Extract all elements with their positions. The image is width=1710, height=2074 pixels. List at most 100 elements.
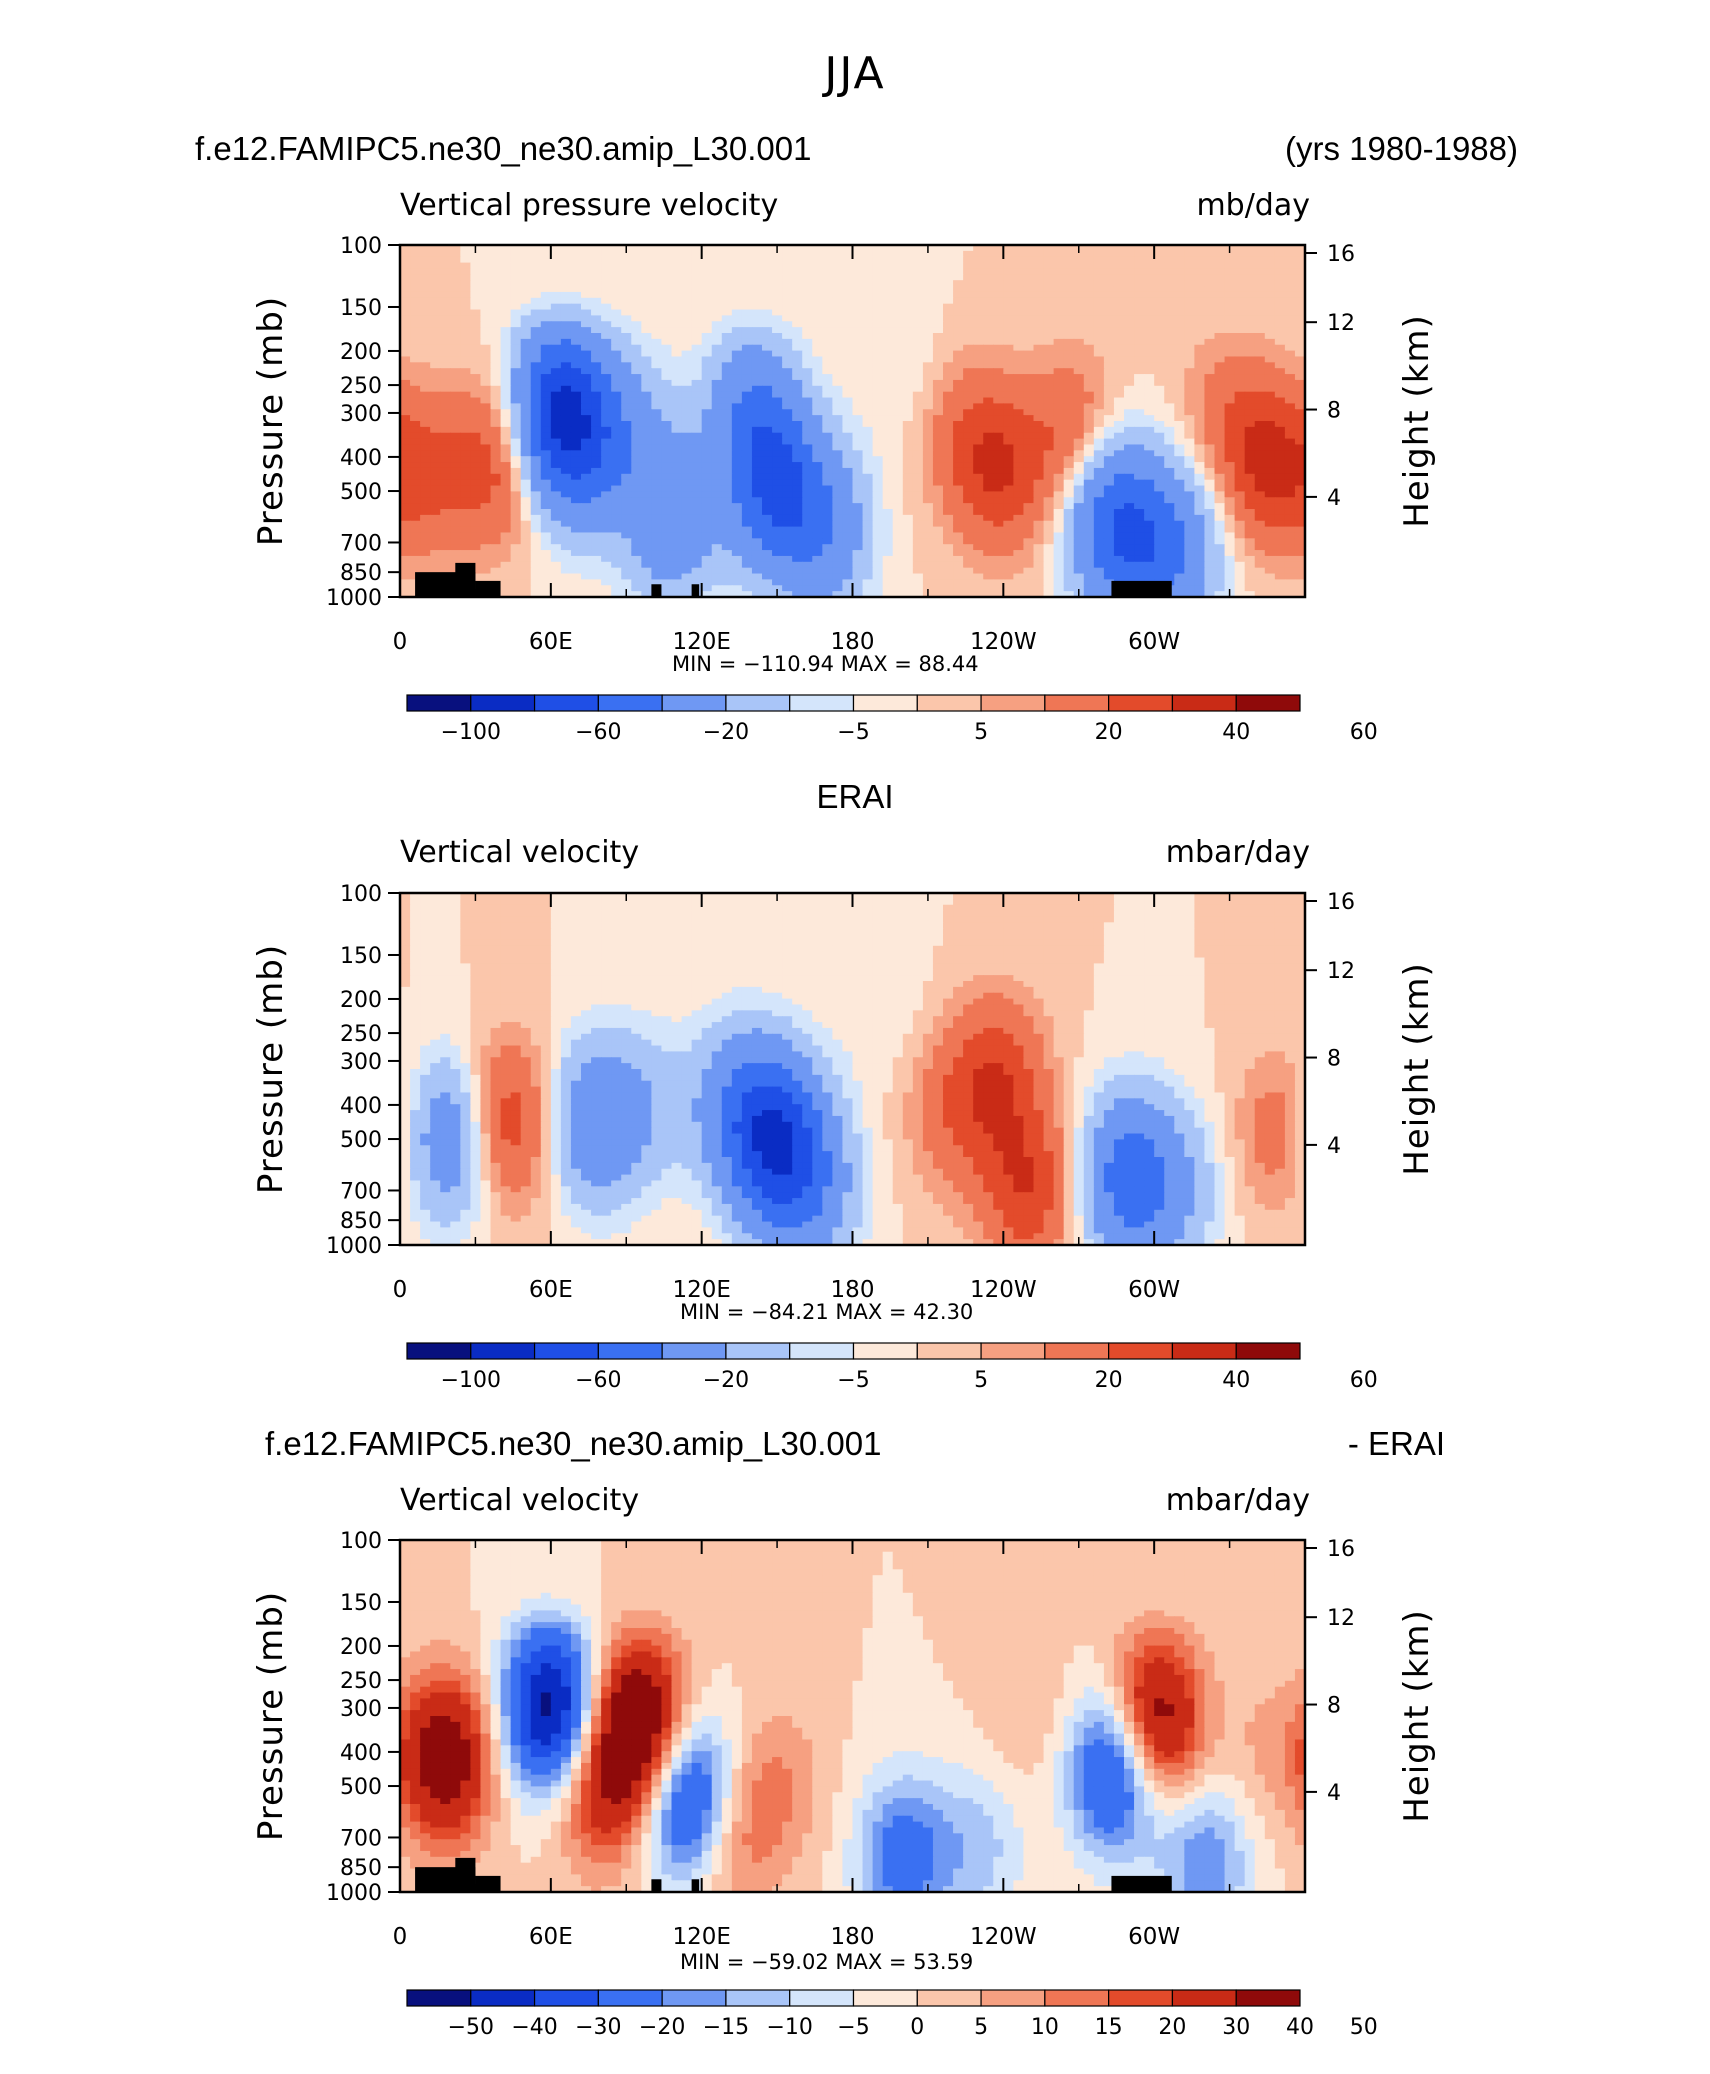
colorbar-box (980, 1989, 1046, 2007)
panel-2-y2-tick-label: 16 (1327, 890, 1355, 915)
colorbar-box (725, 1342, 791, 1360)
colorbar-label: 20 (1158, 2015, 1186, 2040)
panel-3-y-axis-title: Pressure (mb) (251, 1591, 291, 1841)
panel-2-y-tick-label: 300 (340, 1050, 382, 1075)
colorbar-box (406, 1989, 472, 2007)
colorbar-label: −20 (639, 2015, 685, 2040)
panel-2-stats: MIN = −84.21 MAX = 42.30 (680, 1300, 974, 1324)
panel-1-y2-tick-label: 4 (1327, 486, 1341, 511)
panel-3-left-title: f.e12.FAMIPC5.ne30_ne30.amip_L30.001 (265, 1425, 882, 1462)
colorbar-box (661, 694, 727, 712)
panel-1-x-tick-label: 120E (672, 629, 730, 655)
panel-2-x-tick-label: 60E (529, 1277, 573, 1303)
panel-3-y2-axis-title: Height (km) (1397, 1609, 1437, 1823)
colorbar-box (789, 1342, 855, 1360)
panel-1-x-tick-label: 120W (970, 629, 1037, 655)
panel-1-y-tick-label: 250 (340, 374, 382, 399)
panel-3-x-tick-label: 0 (393, 1924, 408, 1950)
colorbar-label: 30 (1222, 2015, 1250, 2040)
colorbar-label: −60 (575, 720, 621, 745)
colorbar-label: −15 (703, 2015, 749, 2040)
panel-1-x-tick-label: 180 (831, 629, 875, 655)
colorbar-box (406, 1342, 472, 1360)
colorbar-box (1044, 694, 1110, 712)
colorbar-box (597, 694, 663, 712)
colorbar-label: 15 (1095, 2015, 1123, 2040)
colorbar-label: −100 (441, 720, 501, 745)
panel-2-y-tick-label: 500 (340, 1128, 382, 1153)
colorbar-label: 50 (1350, 2015, 1378, 2040)
panel-1-y-tick-label: 300 (340, 402, 382, 427)
panel-3-x-tick-label: 60W (1128, 1924, 1180, 1950)
panel-3-x-tick-label: 180 (831, 1924, 875, 1950)
panel-3-y-tick-label: 250 (340, 1669, 382, 1694)
panel-1-y-tick-label: 400 (340, 446, 382, 471)
colorbar-box (1171, 1342, 1237, 1360)
colorbar-box (533, 694, 599, 712)
panel-2-y2-tick-label: 12 (1327, 959, 1355, 984)
panel-1-right-title: (yrs 1980-1988) (1285, 130, 1518, 167)
colorbar-label: 40 (1222, 1368, 1250, 1393)
colorbar-label: 40 (1286, 2015, 1314, 2040)
colorbar-box (597, 1989, 663, 2007)
panel-1-colorbar: −100 −60 −20 −5 5 20 40 60 (406, 694, 1378, 745)
panel-1-y-tick-label: 1000 (326, 586, 382, 611)
panel-2-x-tick-label: 120W (970, 1277, 1037, 1303)
panel-3-x-tick-label: 120W (970, 1924, 1037, 1950)
panel-2-x-tick-label: 120E (672, 1277, 730, 1303)
panel-1-y-tick-label: 100 (340, 234, 382, 259)
colorbar-label: −40 (511, 2015, 557, 2040)
colorbar-box (725, 694, 791, 712)
colorbar-box (980, 1342, 1046, 1360)
panel-1-cells (400, 245, 1306, 598)
panel-1-stats: MIN = −110.94 MAX = 88.44 (672, 652, 979, 676)
panel-1-y2-tick-label: 16 (1327, 242, 1355, 267)
colorbar-box (597, 1342, 663, 1360)
colorbar-box (470, 1342, 536, 1360)
colorbar-label: −30 (575, 2015, 621, 2040)
colorbar-label: 20 (1095, 720, 1123, 745)
colorbar-box (789, 1989, 855, 2007)
panel-2-colorbar: −100 −60 −20 −5 5 20 40 60 (406, 1342, 1378, 1393)
colorbar-label: −20 (703, 720, 749, 745)
panel-3-y2-tick-label: 8 (1327, 1694, 1341, 1719)
panel-3-colorbar: −50 −40 −30 −20 −15 −10 −5 0 5 10 15 20 30 40 50 (406, 1989, 1378, 2040)
panel-2-y-axis-title: Pressure (mb) (251, 944, 291, 1194)
colorbar-label: −5 (837, 1368, 869, 1393)
colorbar-box (533, 1989, 599, 2007)
panel-3-y-tick-label: 1000 (326, 1881, 382, 1906)
colorbar-box (1108, 694, 1174, 712)
panel-1-y2-tick-label: 8 (1327, 399, 1341, 424)
panel-3-y-tick-label: 150 (340, 1591, 382, 1616)
panel-1-units: mb/day (1196, 188, 1310, 223)
panel-3-y-tick-label: 300 (340, 1697, 382, 1722)
panel-3-y-tick-label: 500 (340, 1775, 382, 1800)
panel-2-x-tick-label: 180 (831, 1277, 875, 1303)
colorbar-label: 10 (1031, 2015, 1059, 2040)
panel-3-topography (415, 1857, 1172, 1892)
panel-2-y-tick-label: 700 (340, 1179, 382, 1204)
panel-2-y-tick-label: 200 (340, 988, 382, 1013)
panel-1-y-axis-title: Pressure (mb) (251, 296, 291, 546)
panel-3-variable: Vertical velocity (400, 1483, 640, 1518)
colorbar-box (1044, 1989, 1110, 2007)
colorbar-label: −60 (575, 1368, 621, 1393)
colorbar-label: 40 (1222, 720, 1250, 745)
panel-1-y-tick-label: 850 (340, 561, 382, 586)
panel-3-y-tick-label: 700 (340, 1826, 382, 1851)
colorbar-box (789, 694, 855, 712)
colorbar-label: −100 (441, 1368, 501, 1393)
panel-1-y-tick-label: 200 (340, 340, 382, 365)
panel-3-y2-tick-label: 12 (1327, 1606, 1355, 1631)
colorbar-label: 5 (974, 2015, 988, 2040)
colorbar-box (1108, 1989, 1174, 2007)
panel-3-y-tick-label: 850 (340, 1856, 382, 1881)
colorbar-box (1235, 1989, 1301, 2007)
panel-2-y-tick-label: 400 (340, 1094, 382, 1119)
panel-2-y2-tick-label: 4 (1327, 1134, 1341, 1159)
panel-1-x-tick-label: 60E (529, 629, 573, 655)
colorbar-box (916, 1989, 982, 2007)
colorbar-box (725, 1989, 791, 2007)
panel-1-y-tick-label: 500 (340, 480, 382, 505)
